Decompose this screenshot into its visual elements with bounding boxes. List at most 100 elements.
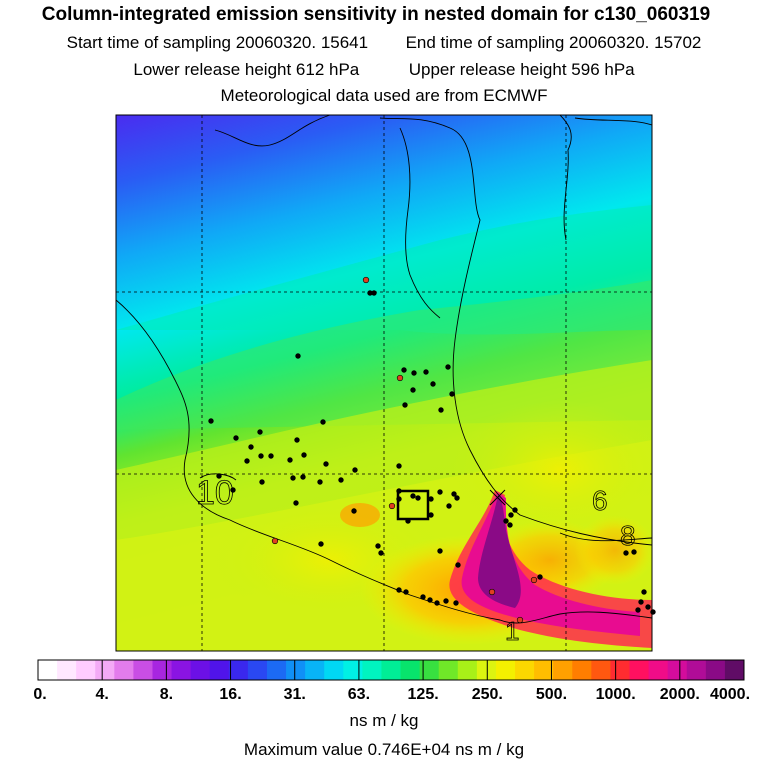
sensitivity-field (116, 115, 652, 651)
release-heights: Lower release height 612 hPa Upper relea… (0, 60, 768, 80)
colorbar-swatch (457, 660, 478, 680)
station-dot (454, 495, 460, 501)
station-dot (638, 599, 644, 605)
station-dot (438, 407, 444, 413)
station-dot (290, 475, 296, 481)
station-dot (318, 541, 324, 547)
page-title: Column-integrated emission sensitivity i… (41, 4, 711, 25)
colorbar-swatch (95, 660, 115, 680)
map-contour-labels: 10 6 8 1 (196, 474, 636, 647)
station-dot (371, 290, 377, 296)
colorbar-swatch (209, 660, 230, 680)
station-dot (338, 477, 344, 483)
station-dot (516, 616, 524, 624)
colorbar-tick-label: 250. (472, 686, 503, 703)
station-dot (271, 537, 279, 545)
contour-label-b: 6 (592, 485, 608, 516)
colorbar-swatch (228, 660, 249, 680)
station-dot (507, 522, 513, 528)
max-value-label: Maximum value 0.746E+04 ns m / kg (243, 740, 525, 759)
station-dot (388, 502, 396, 510)
station-dot (248, 444, 254, 450)
station-dot (405, 518, 411, 524)
colorbar-swatch (305, 660, 325, 680)
station-dot (300, 474, 306, 480)
colorbar-swatch (534, 660, 554, 680)
station-dot (650, 609, 656, 615)
station-dot (301, 452, 307, 458)
station-dot (268, 453, 274, 459)
station-dot (423, 369, 429, 375)
colorbar-tick-label: 2000. (660, 686, 700, 703)
station-dot (449, 391, 455, 397)
station-dot (631, 549, 637, 555)
colorbar-swatch (286, 660, 306, 680)
station-dot (208, 418, 214, 424)
cross-marker (489, 489, 506, 506)
colorbar-swatch (629, 660, 650, 680)
colorbar-swatch (343, 660, 363, 680)
station-dot (443, 598, 449, 604)
colorbar-swatch (57, 660, 77, 680)
end-time-label: End time of sampling 20060320. 15702 (405, 33, 702, 52)
coastlines (116, 115, 652, 624)
colorbar-swatch (705, 660, 726, 680)
colorbar-swatch (667, 660, 688, 680)
station-dot (287, 457, 293, 463)
station-dot (402, 402, 408, 408)
colorbar-tick-label: 8. (160, 686, 173, 703)
colorbar-swatch (572, 660, 592, 680)
station-dot (445, 364, 451, 370)
colorbar-tick-label: 16. (219, 686, 241, 703)
station-dot (396, 488, 402, 494)
station-dot (362, 276, 370, 284)
station-dot (503, 518, 509, 524)
station-dot (437, 489, 443, 495)
colorbar-swatch (190, 660, 211, 680)
station-dot (437, 548, 443, 554)
colorbar-swatch (400, 660, 421, 680)
station-dot (375, 543, 381, 549)
station-dot (403, 589, 409, 595)
colorbar-tick-label: 4000. (710, 686, 750, 703)
colorbar-swatch (266, 660, 287, 680)
sampling-times: Start time of sampling 20060320. 15641 E… (0, 33, 768, 53)
colorbar-units: ns m / kg (349, 711, 419, 730)
station-dot (455, 562, 461, 568)
station-dot (446, 503, 452, 509)
station-dot (216, 473, 222, 479)
station-dot (244, 458, 250, 464)
contour-label-c: 8 (620, 520, 636, 551)
station-dot (453, 600, 459, 606)
station-dot (378, 550, 384, 556)
met-data-label: Meteorological data used are from ECMWF (220, 86, 548, 105)
station-dot (508, 512, 514, 518)
colorbar-swatch (362, 660, 382, 680)
station-dot (323, 461, 329, 467)
station-dot (430, 381, 436, 387)
station-dot (530, 576, 538, 584)
colorbar-swatch (76, 660, 96, 680)
contour-label-d: 1 (505, 616, 519, 646)
colorbar (38, 660, 745, 680)
start-time-label: Start time of sampling 20060320. 15641 (66, 33, 369, 52)
station-dot (415, 495, 421, 501)
station-dot (396, 587, 402, 593)
station-dot (512, 507, 518, 513)
station-dot (320, 419, 326, 425)
station-dot (233, 435, 239, 441)
colorbar-tick-label: 1000. (596, 686, 636, 703)
colorbar-swatch (419, 660, 440, 680)
colorbar-swatch (152, 660, 173, 680)
colorbar-swatch (133, 660, 153, 680)
colorbar-swatch (438, 660, 459, 680)
station-dot (451, 491, 457, 497)
colorbar-swatch (686, 660, 707, 680)
colorbar-swatch (324, 660, 344, 680)
station-dot (351, 508, 357, 514)
colorbar-swatch (553, 660, 573, 680)
station-dot (410, 493, 416, 499)
station-dot (401, 367, 407, 373)
colorbar-tick-label: 125. (408, 686, 439, 703)
station-dot (428, 512, 434, 518)
